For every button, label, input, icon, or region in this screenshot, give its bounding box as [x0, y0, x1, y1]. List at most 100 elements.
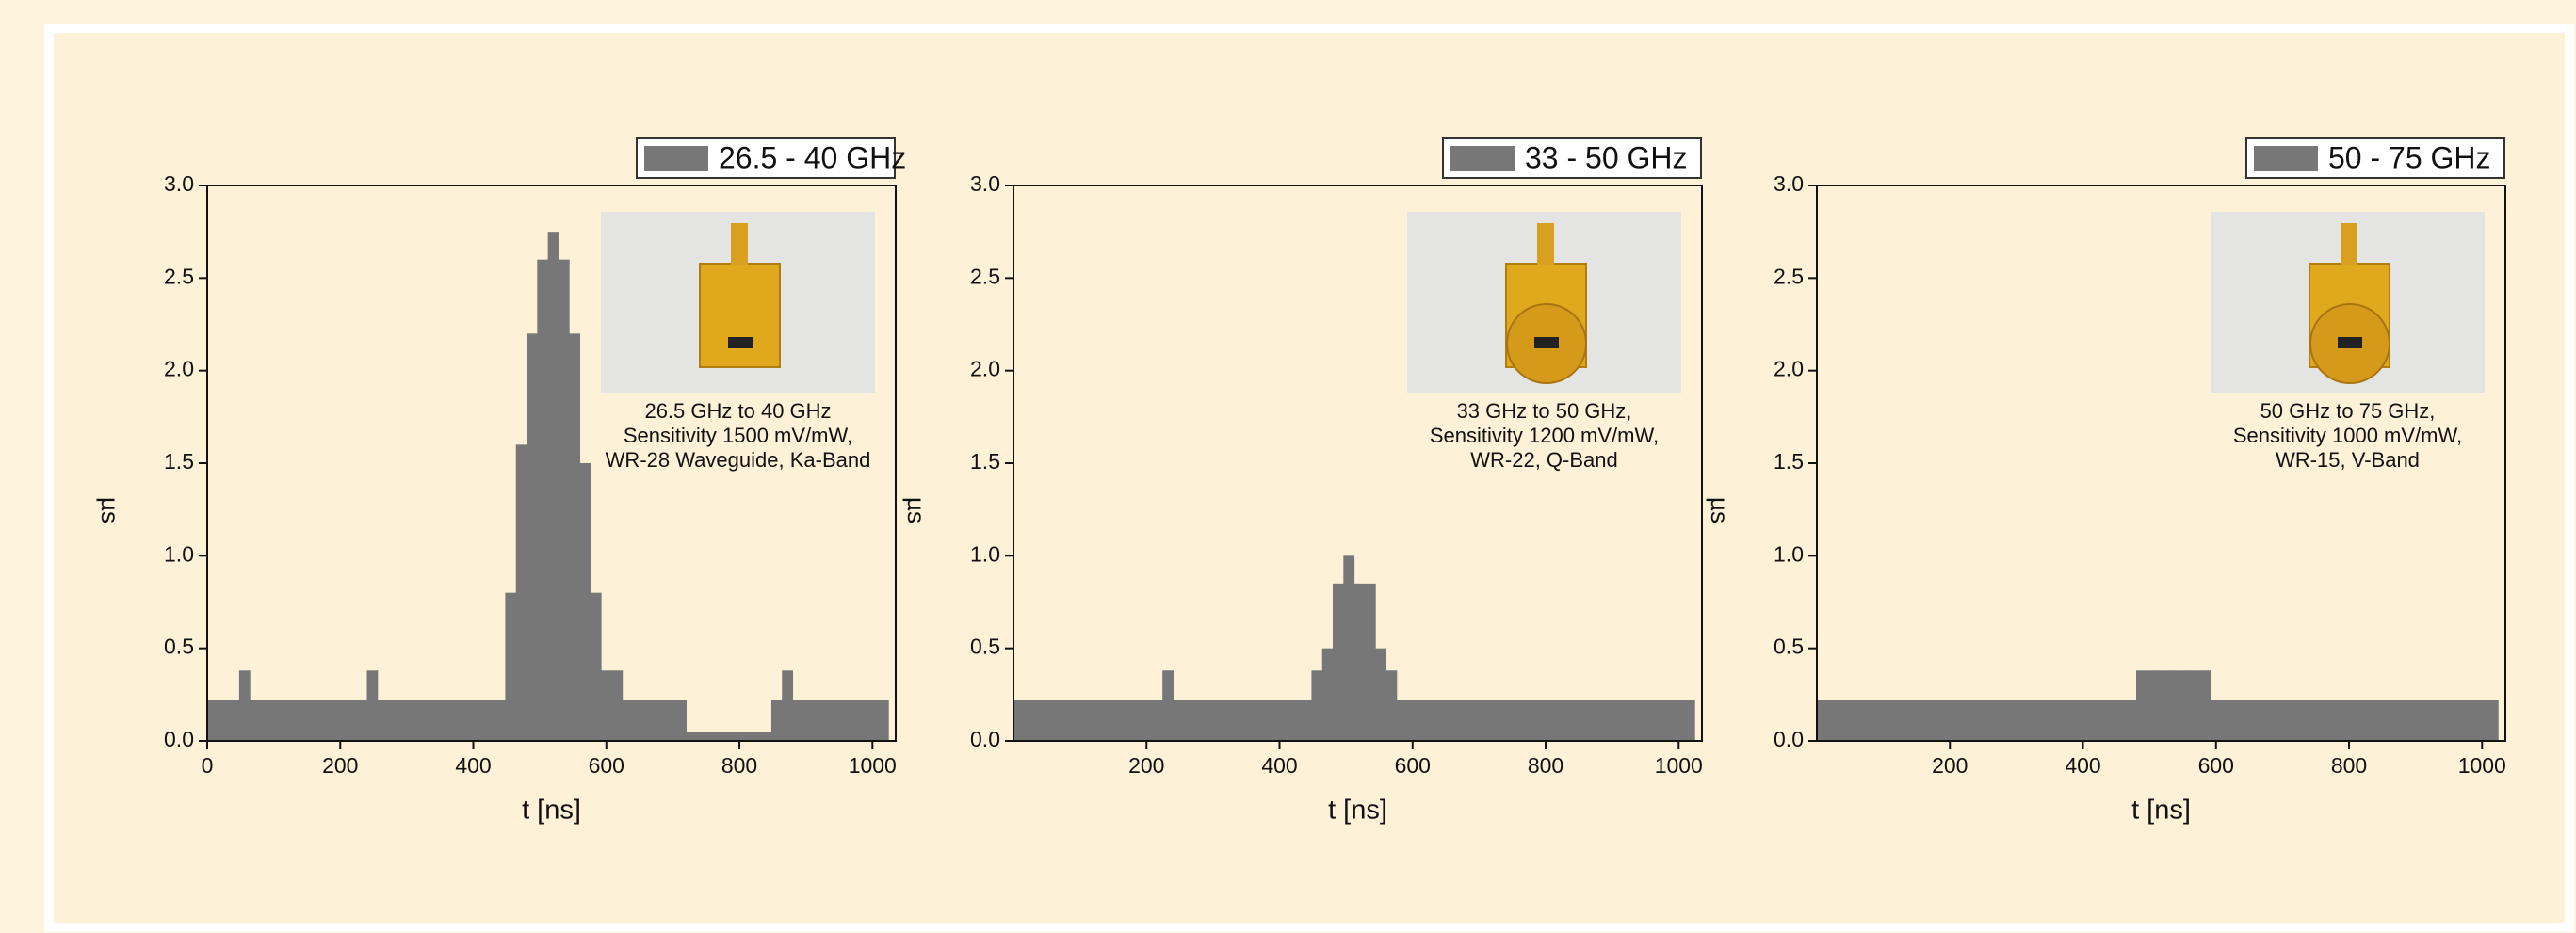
bar [1503, 700, 1515, 741]
bar [218, 700, 229, 741]
y-tick-label: 0.0 [164, 727, 194, 751]
bar [505, 593, 516, 741]
y-tick-label: 2.0 [164, 357, 194, 381]
y-axis-title: µs [902, 497, 931, 523]
x-tick-label: 400 [1261, 753, 1297, 778]
y-tick-label: 2.0 [1774, 357, 1804, 381]
bar [1827, 700, 1839, 741]
bar [1567, 700, 1579, 741]
bar [282, 700, 293, 741]
y-tick-label: 2.5 [164, 264, 194, 288]
bar [462, 700, 474, 741]
bar [271, 700, 283, 741]
bar [1630, 700, 1642, 741]
bar [1493, 700, 1504, 741]
legend-swatch [1450, 146, 1515, 171]
photo-caption: Sensitivity 1200 mV/mW, [1430, 424, 1659, 447]
bar [2371, 700, 2382, 741]
bar [1429, 700, 1440, 741]
bar [1056, 700, 1067, 741]
bar [2285, 700, 2296, 741]
x-tick-label: 600 [2198, 753, 2234, 778]
bar [591, 593, 602, 741]
bar [1375, 649, 1386, 741]
bar [1652, 700, 1663, 741]
bar [814, 700, 825, 741]
bar [1891, 700, 1903, 741]
y-tick-label: 2.5 [1774, 264, 1804, 288]
x-tick-label: 1000 [1655, 753, 1703, 778]
bar [1913, 700, 1924, 741]
x-tick-label: 400 [455, 753, 491, 778]
bar [527, 333, 538, 741]
bar [771, 700, 783, 741]
bar [1684, 700, 1695, 741]
photo-connector [1537, 223, 1554, 265]
bar [1407, 700, 1418, 741]
bar [2114, 700, 2126, 741]
bar [1152, 700, 1163, 741]
legend-label: 33 - 50 GHz [1525, 140, 1688, 174]
bar [2391, 700, 2403, 741]
legend-label: 50 - 75 GHz [2328, 140, 2491, 174]
bar [2221, 700, 2232, 741]
bar [707, 732, 719, 741]
bar [1110, 700, 1121, 741]
bar [1216, 700, 1227, 741]
bar [1546, 700, 1557, 741]
bar [2147, 670, 2158, 741]
bar [2158, 670, 2169, 741]
bar [697, 732, 708, 741]
legend-label: 26.5 - 40 GHz [719, 140, 906, 174]
photo-caption: Sensitivity 1000 mV/mW, [2233, 424, 2462, 447]
bar [1955, 700, 1967, 741]
bar [1067, 700, 1078, 741]
bar [803, 700, 815, 741]
y-tick-label: 2.5 [970, 264, 1000, 288]
x-tick-label: 800 [2331, 753, 2367, 778]
bar [2126, 700, 2137, 741]
photo-caption: Sensitivity 1500 mV/mW, [624, 424, 852, 447]
bar [2434, 700, 2445, 741]
y-tick-label: 1.0 [1774, 541, 1804, 566]
bar [1162, 670, 1174, 741]
bar [2487, 700, 2499, 741]
bar [1524, 700, 1535, 741]
bar [1194, 700, 1206, 741]
bar [793, 700, 804, 741]
legend-swatch [2254, 146, 2318, 171]
bar [2339, 700, 2350, 741]
bar [2423, 700, 2435, 741]
bar [1902, 700, 1913, 741]
bar [2211, 700, 2222, 741]
bar [1514, 700, 1525, 741]
bar [1397, 700, 1408, 741]
photo-caption: 33 GHz to 50 GHz, [1457, 399, 1632, 423]
x-tick-label: 1000 [849, 753, 897, 778]
bar [2168, 670, 2179, 741]
x-tick-label: 600 [1395, 753, 1431, 778]
x-tick-label: 800 [721, 753, 757, 778]
bar [1556, 700, 1567, 741]
bar [2317, 700, 2328, 741]
bar [2104, 700, 2115, 741]
bar [2136, 670, 2147, 741]
y-tick-label: 3.0 [164, 171, 194, 196]
bar [2062, 700, 2073, 741]
bar [2359, 700, 2371, 741]
x-tick-label: 200 [322, 753, 358, 778]
bar [1923, 700, 1935, 741]
bar [1881, 700, 1892, 741]
bar [2190, 670, 2201, 741]
bar [1934, 700, 1945, 741]
bar [1045, 700, 1057, 741]
bar [729, 732, 740, 741]
x-tick-label: 0 [202, 753, 214, 778]
bar [1205, 700, 1216, 741]
bar [2019, 700, 2031, 741]
x-axis-title: t [ns] [522, 796, 581, 826]
photo-caption: WR-22, Q-Band [1470, 448, 1618, 472]
bar [867, 700, 879, 741]
y-tick-label: 1.5 [970, 449, 1000, 474]
photo-caption: 50 GHz to 75 GHz, [2260, 399, 2436, 423]
